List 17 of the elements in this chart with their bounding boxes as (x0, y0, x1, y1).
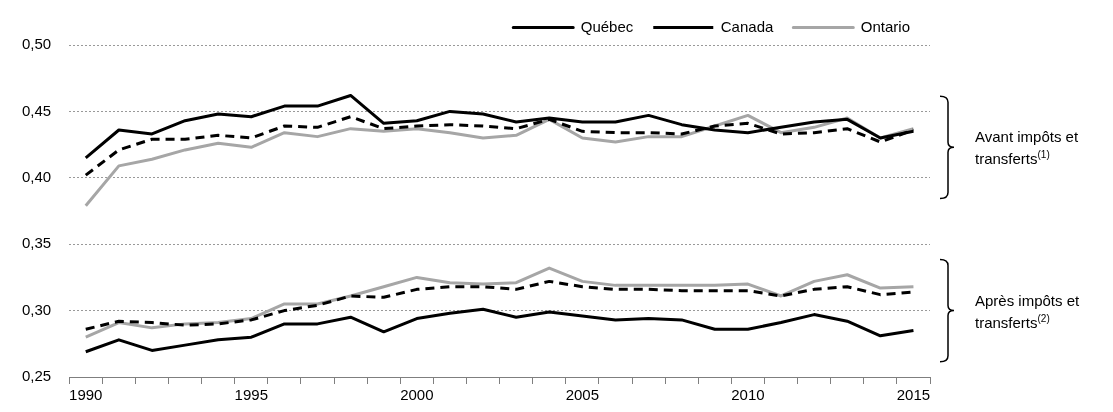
y-tick-label: 0,35 (21, 234, 52, 252)
x-tick-label: 2015 (896, 386, 931, 404)
y-tick-label: 0,30 (21, 300, 52, 318)
y-tick-label: 0,45 (21, 101, 52, 119)
text: Avant impôts et transferts$^{(1)}$ (975, 128, 1080, 169)
x-tick-label: 1990 (69, 386, 103, 404)
x-tick-label: 2000 (400, 386, 434, 404)
x-tick-label: 2010 (731, 386, 765, 404)
x-tick-label: 2005 (565, 386, 600, 404)
text: Après impôts et transferts$^{(2)}$ (975, 291, 1081, 332)
legend-label: Québec (580, 17, 634, 35)
x-tick-label: 1995 (234, 386, 268, 404)
y-tick-label: 0,40 (21, 167, 52, 185)
legend-label: Canada (720, 17, 774, 35)
y-tick-label: 0,50 (21, 35, 52, 53)
legend-label: Ontario (860, 17, 911, 35)
y-tick-label: 0,25 (21, 367, 52, 385)
